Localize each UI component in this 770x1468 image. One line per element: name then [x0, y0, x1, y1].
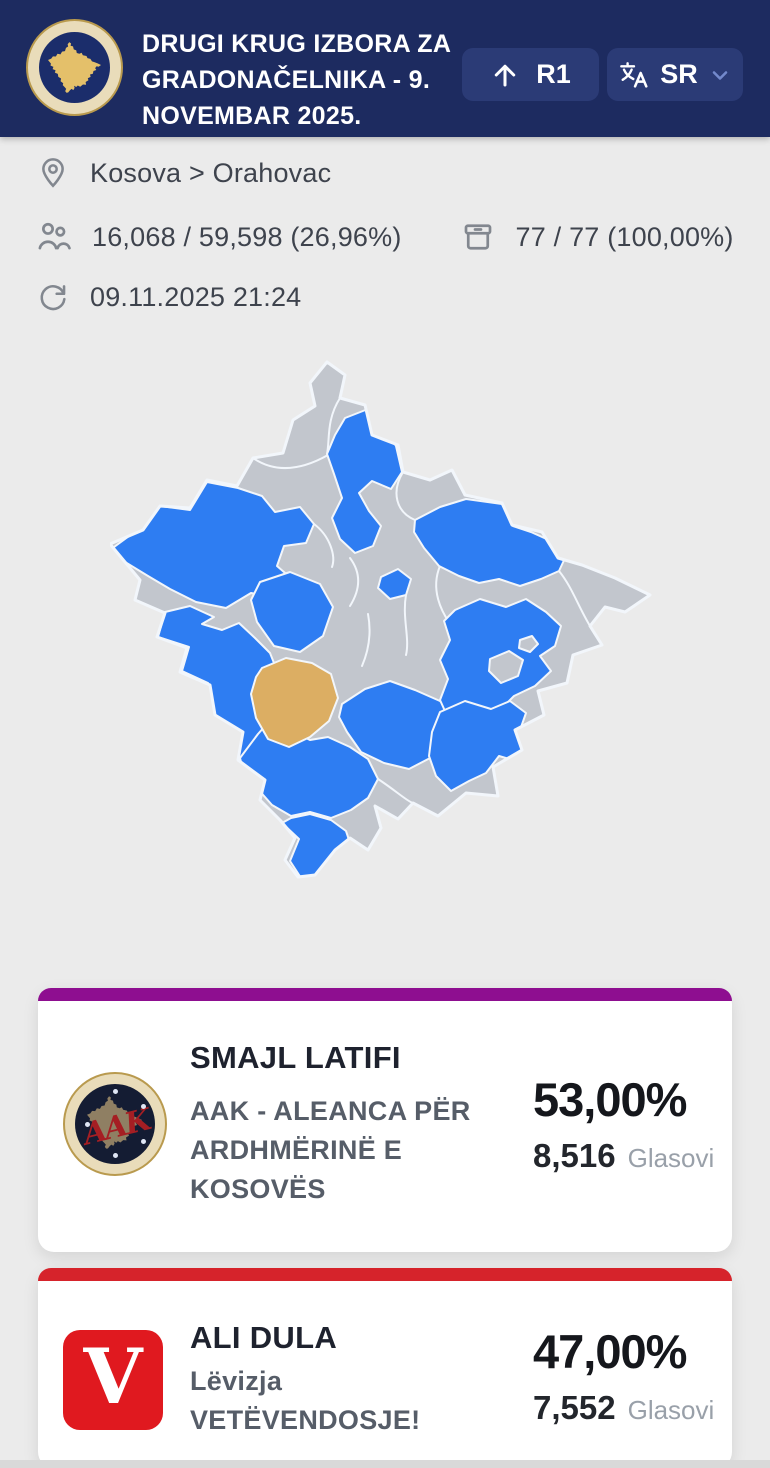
- page-title: DRUGI KRUG IZBORA ZA GRADONAČELNIKA - 9.…: [142, 30, 451, 130]
- candidate-party: Lëvizja VETËVENDOSJE!: [190, 1366, 421, 1435]
- votes-label: Glasovi: [627, 1395, 715, 1425]
- arrow-up-icon: [494, 64, 516, 86]
- candidate-name: SMAJL LATIFI: [190, 1040, 401, 1075]
- refresh-icon: [40, 285, 66, 311]
- candidate-name: ALI DULA: [190, 1320, 338, 1355]
- logo-dot: [141, 1139, 146, 1144]
- candidate-percent: 53,00%: [533, 1073, 687, 1126]
- logo-dot: [113, 1089, 118, 1094]
- candidate-card: V ALI DULA Lëvizja VETËVENDOSJE! 47,00% …: [38, 1268, 732, 1468]
- logo-dot: [141, 1104, 146, 1109]
- language-label: SR: [660, 59, 698, 89]
- ballot-box-icon: [464, 224, 491, 250]
- kqz-logo-emblem: [39, 32, 110, 103]
- location-text: Kosova > Orahovac: [90, 157, 332, 188]
- candidate-result: 47,00% 7,552 Glasovi: [533, 1324, 743, 1427]
- aak-party-logo: AAK: [63, 1072, 167, 1176]
- candidate-accent-bar: [38, 1268, 732, 1281]
- municipality-region[interactable]: [250, 571, 334, 653]
- candidate-votes: 7,552: [533, 1389, 616, 1426]
- bottom-strip: [0, 1460, 770, 1468]
- kosovo-map-silhouette-icon: [87, 1096, 142, 1149]
- results-summary: Kosova > Orahovac 16,068 / 59,598 (26,96…: [0, 137, 770, 315]
- last-updated-text: 09.11.2025 21:24: [90, 281, 302, 312]
- municipality-region[interactable]: [518, 635, 539, 653]
- aak-logo-emblem: AAK: [75, 1084, 155, 1164]
- kosovo-municipalities-map[interactable]: [0, 360, 770, 890]
- candidate-accent-bar: [38, 988, 732, 1001]
- vetevendosje-party-logo: V: [63, 1330, 163, 1430]
- logo-dot: [113, 1153, 118, 1158]
- round-selector-button[interactable]: R1: [462, 48, 599, 101]
- turnout-row: 16,068 / 59,598 (26,96%) 77 / 77 (100,00…: [0, 219, 770, 255]
- municipality-region-selected[interactable]: [250, 657, 339, 748]
- language-selector-button[interactable]: SR: [607, 48, 743, 101]
- votes-label: Glasovi: [627, 1143, 715, 1173]
- location-breadcrumb[interactable]: Kosova > Orahovac: [0, 155, 770, 191]
- municipality-region[interactable]: [488, 650, 524, 684]
- kqz-logo: [26, 19, 123, 116]
- candidate-percent: 47,00%: [533, 1325, 687, 1378]
- map-pin-icon: [42, 158, 64, 188]
- chevron-down-icon: [712, 70, 728, 80]
- people-icon: [38, 222, 71, 250]
- round-label: R1: [536, 59, 571, 89]
- candidate-result: 53,00% 8,516 Glasovi: [533, 1072, 743, 1175]
- candidate-card: AAK SMAJL LATIFI AAK - ALEANCA PËR ARDHM…: [38, 988, 732, 1252]
- app-header: DRUGI KRUG IZBORA ZA GRADONAČELNIKA - 9.…: [0, 0, 770, 137]
- kosovo-map-silhouette-icon: [48, 42, 102, 93]
- translate-icon: [620, 61, 648, 88]
- candidate-votes: 8,516: [533, 1137, 616, 1174]
- voters-stat: 16,068 / 59,598 (26,96%): [92, 221, 402, 252]
- candidate-party: AAK - ALEANCA PËR ARDHMËRINË E KOSOVËS: [190, 1096, 471, 1204]
- kosovo-outline: [110, 360, 652, 879]
- polling-stations-stat: 77 / 77 (100,00%): [515, 221, 734, 252]
- municipality-region[interactable]: [377, 568, 412, 600]
- vv-logo-text: V: [83, 1332, 143, 1421]
- last-updated-row: 09.11.2025 21:24: [0, 279, 770, 315]
- logo-dot: [85, 1122, 90, 1127]
